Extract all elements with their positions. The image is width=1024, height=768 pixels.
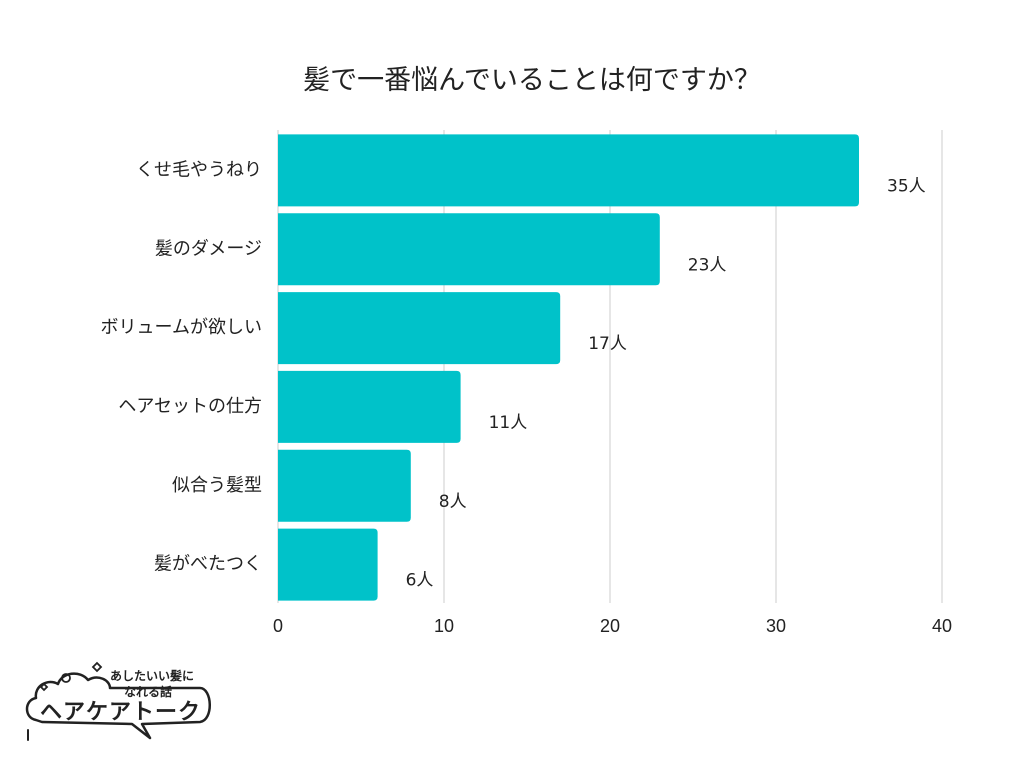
value-label: 8人 [439, 492, 467, 512]
x-tick-label: 10 [434, 616, 454, 636]
bar [278, 292, 561, 365]
category-label: ボリュームが欲しい [101, 317, 262, 338]
bars [278, 134, 859, 601]
bar [278, 528, 378, 601]
value-label: 11人 [489, 413, 528, 433]
category-label: ヘアセットの仕方 [118, 396, 262, 417]
chart-title: 髪で一番悩んでいることは何ですか？ [303, 65, 761, 96]
value-label: 23人 [688, 255, 727, 275]
category-label: くせ毛やうねり [136, 159, 262, 180]
category-label: 髪のダメージ [155, 237, 262, 259]
value-label: 17人 [588, 334, 627, 354]
logo-tagline-line1: あしたいい髪に [110, 669, 195, 683]
bar [278, 134, 859, 207]
logo-tagline-line2: なれる話 [124, 685, 173, 699]
x-tick-label: 40 [932, 616, 952, 636]
bar [278, 370, 461, 443]
bar [278, 449, 411, 522]
bar [278, 213, 660, 286]
value-label: 35人 [887, 176, 926, 196]
x-tick-label: 20 [600, 616, 620, 636]
logo-brand-name: ヘアケアトーク [40, 700, 202, 725]
category-label: 髪がべたつく [154, 553, 262, 575]
brand-logo: あしたいい髪に なれる話 ヘアケアトーク [22, 660, 222, 750]
value-label: 6人 [406, 571, 434, 591]
x-tick-label: 30 [766, 616, 786, 636]
logo-tagline: あしたいい髪に なれる話 [110, 668, 194, 700]
category-label: 似合う髪型 [172, 474, 262, 496]
logo-cloud-icon [25, 661, 211, 741]
grid-lines [277, 130, 943, 603]
x-tick-label: 0 [273, 616, 283, 636]
